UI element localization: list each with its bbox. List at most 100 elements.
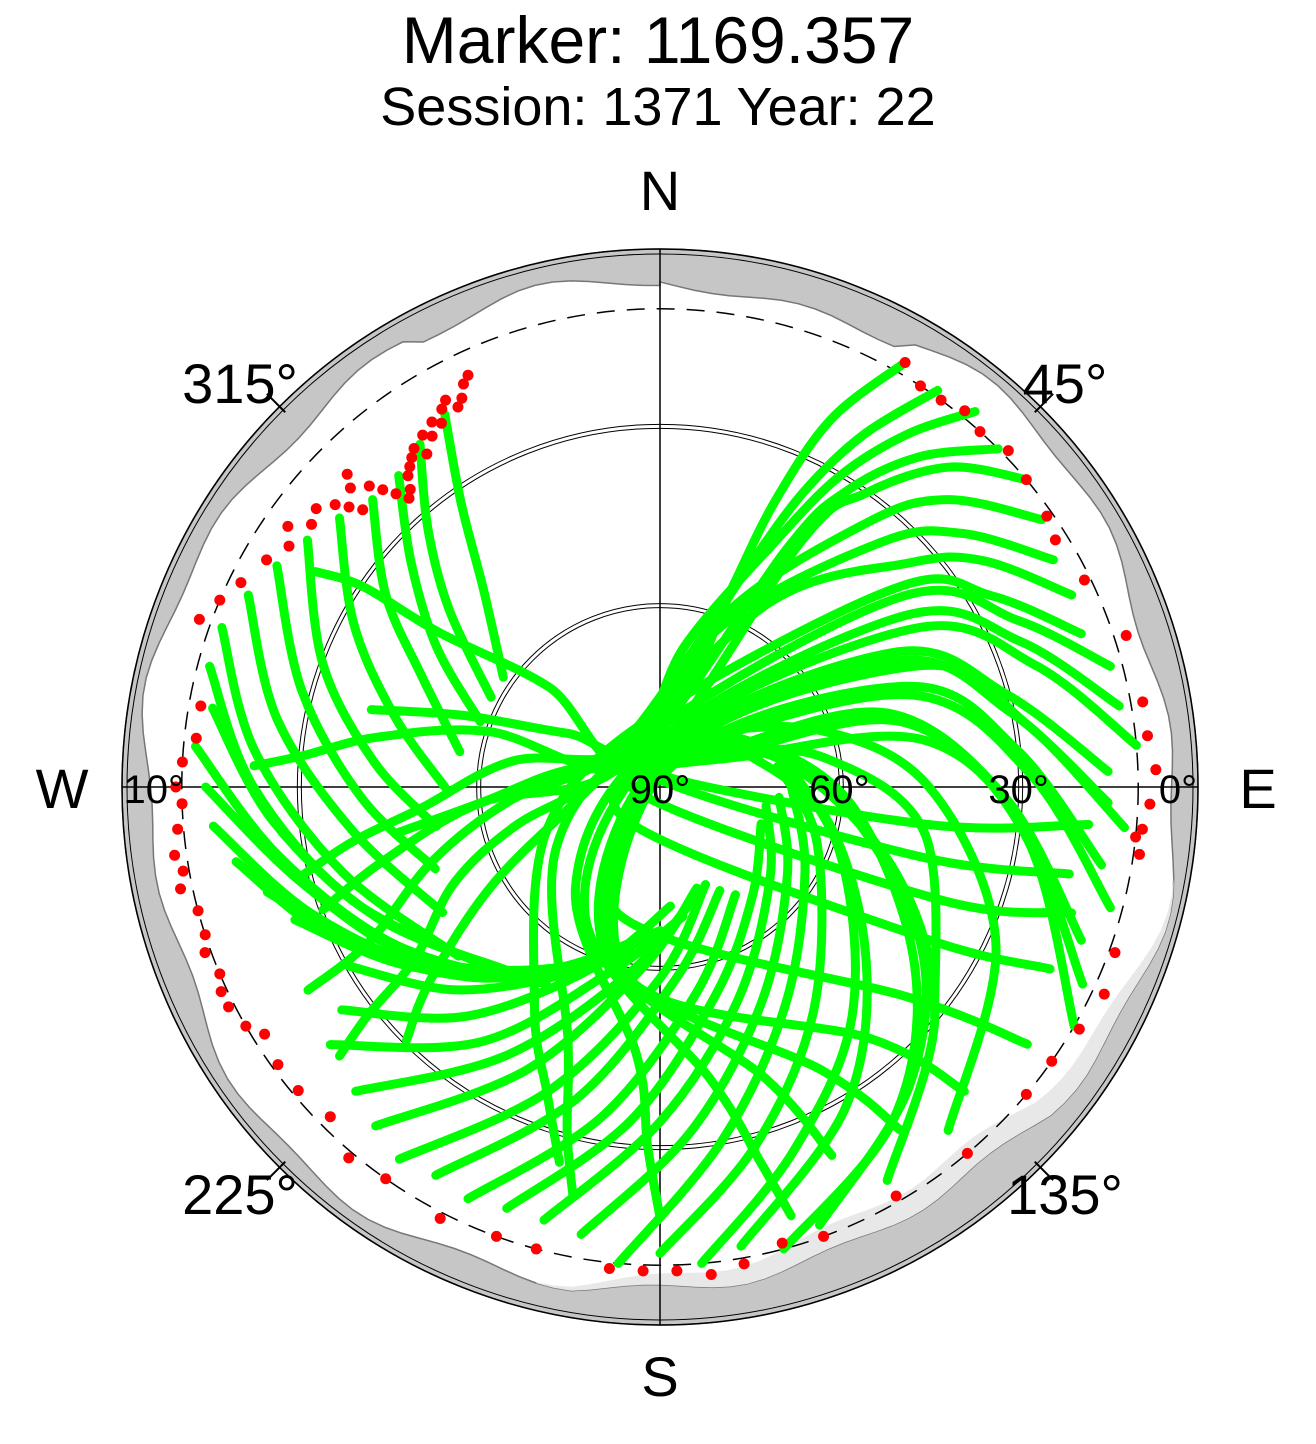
rejected-point-62 (282, 520, 294, 532)
elevation-label-60: 60° (809, 768, 870, 812)
rejected-point-41 (240, 1020, 252, 1032)
rejected-point-44 (214, 968, 226, 980)
rejected-point-12 (1141, 730, 1153, 742)
rejected-point-21 (1046, 1055, 1058, 1067)
satellite-track-26 (697, 741, 860, 1268)
rejected-point-31 (603, 1263, 615, 1275)
label-west: W (36, 757, 89, 820)
rejected-point-22 (1020, 1088, 1032, 1100)
rejected-point-58 (214, 594, 226, 606)
rejected-point-47 (192, 905, 204, 917)
satellite-track-36 (351, 898, 696, 1096)
rejected-point-42 (223, 1001, 235, 1013)
rejected-point-50 (169, 849, 181, 861)
rejected-point-55 (190, 732, 202, 744)
rejected-point-19 (1098, 988, 1110, 1000)
rejected-point-64 (310, 503, 322, 515)
satellite-track-24 (655, 732, 922, 1254)
satellite-track-1 (303, 385, 943, 995)
rejected-point-67 (357, 504, 369, 516)
rejected-point-81 (426, 430, 438, 442)
rejected-point-30 (637, 1265, 649, 1277)
satellite-track-51 (272, 561, 440, 874)
satellite-track-46 (191, 741, 528, 988)
satellite-track-56 (415, 439, 496, 702)
elevation-label-30: 30° (988, 768, 1049, 812)
satellite-track-30 (539, 801, 776, 1225)
rejected-point-84 (436, 403, 448, 415)
satellite-track-20 (390, 744, 941, 1022)
satellite-track-55 (394, 471, 485, 727)
rejected-observations (169, 356, 1162, 1280)
rejected-point-26 (776, 1237, 788, 1249)
satellite-track-21 (624, 721, 1001, 1135)
rejected-point-56 (195, 700, 207, 712)
rejected-point-54 (176, 756, 188, 768)
satellite-track-27 (655, 761, 827, 1258)
rejected-point-35 (380, 1173, 392, 1185)
label-south: S (641, 1345, 678, 1408)
rejected-point-86 (452, 401, 464, 413)
rejected-point-20 (1073, 1023, 1085, 1035)
azimuth-label-225: 225° (182, 1163, 298, 1226)
rejected-point-7 (1041, 510, 1053, 522)
rejected-point-85 (440, 394, 452, 406)
rejected-point-23 (961, 1147, 973, 1159)
rejected-point-79 (421, 448, 433, 460)
azimuth-tick-45 (1034, 393, 1054, 413)
rejected-point-88 (457, 378, 469, 390)
satellite-track-32 (463, 890, 740, 1204)
rejected-point-38 (292, 1085, 304, 1097)
rejected-point-48 (175, 883, 187, 895)
satellite-track-57 (440, 409, 508, 682)
rejected-point-65 (329, 499, 341, 511)
azimuth-tick-315 (266, 393, 286, 413)
rejected-point-53 (170, 781, 182, 793)
rejected-point-2 (935, 394, 947, 406)
rejected-point-51 (172, 823, 184, 835)
elevation-label-10: 10° (124, 768, 185, 812)
rejected-point-52 (176, 798, 188, 810)
azimuth-label-315: 315° (182, 352, 298, 415)
rejected-point-24 (890, 1190, 902, 1202)
rejected-point-46 (199, 929, 211, 941)
satellite-track-34 (394, 880, 710, 1164)
rejected-point-87 (456, 392, 468, 404)
elevation-label-0: 0° (1159, 768, 1197, 812)
rejected-point-68 (344, 482, 356, 494)
rejected-point-72 (390, 488, 402, 500)
elevation-label-90: 90° (630, 768, 691, 812)
rejected-point-49 (177, 865, 189, 877)
satellite-track-33 (431, 886, 725, 1180)
rejected-point-74 (404, 483, 416, 495)
rejected-point-89 (462, 369, 474, 381)
satellite-track-48 (205, 661, 487, 969)
rejected-point-63 (305, 518, 317, 530)
satellite-track-52 (302, 535, 441, 831)
rejected-point-9 (1078, 574, 1090, 586)
satellite-track-50 (243, 590, 448, 917)
rejected-point-78 (408, 442, 420, 454)
rejected-point-25 (818, 1230, 830, 1242)
rejected-point-5 (1002, 445, 1014, 457)
rejected-point-73 (403, 492, 415, 504)
rejected-point-4 (974, 426, 986, 438)
satellite-track-29 (576, 792, 793, 1239)
rejected-point-57 (193, 613, 205, 625)
rejected-point-43 (215, 986, 227, 998)
rejected-point-3 (959, 405, 971, 417)
rejected-point-36 (343, 1152, 355, 1164)
rejected-point-13 (1150, 764, 1162, 776)
satellite-track-54 (368, 495, 465, 757)
label-north: N (640, 159, 680, 222)
rejected-point-76 (404, 461, 416, 473)
rejected-point-16 (1130, 831, 1142, 843)
rejected-point-6 (1020, 474, 1032, 486)
satellite-track-3 (366, 444, 1003, 758)
label-east: E (1239, 757, 1276, 820)
satellite-track-28 (613, 782, 810, 1268)
chart-subtitle: Session: 1371 Year: 22 (380, 77, 936, 137)
rejected-point-1 (914, 380, 926, 392)
rejected-point-15 (1136, 823, 1148, 835)
satellite-track-53 (335, 513, 450, 792)
